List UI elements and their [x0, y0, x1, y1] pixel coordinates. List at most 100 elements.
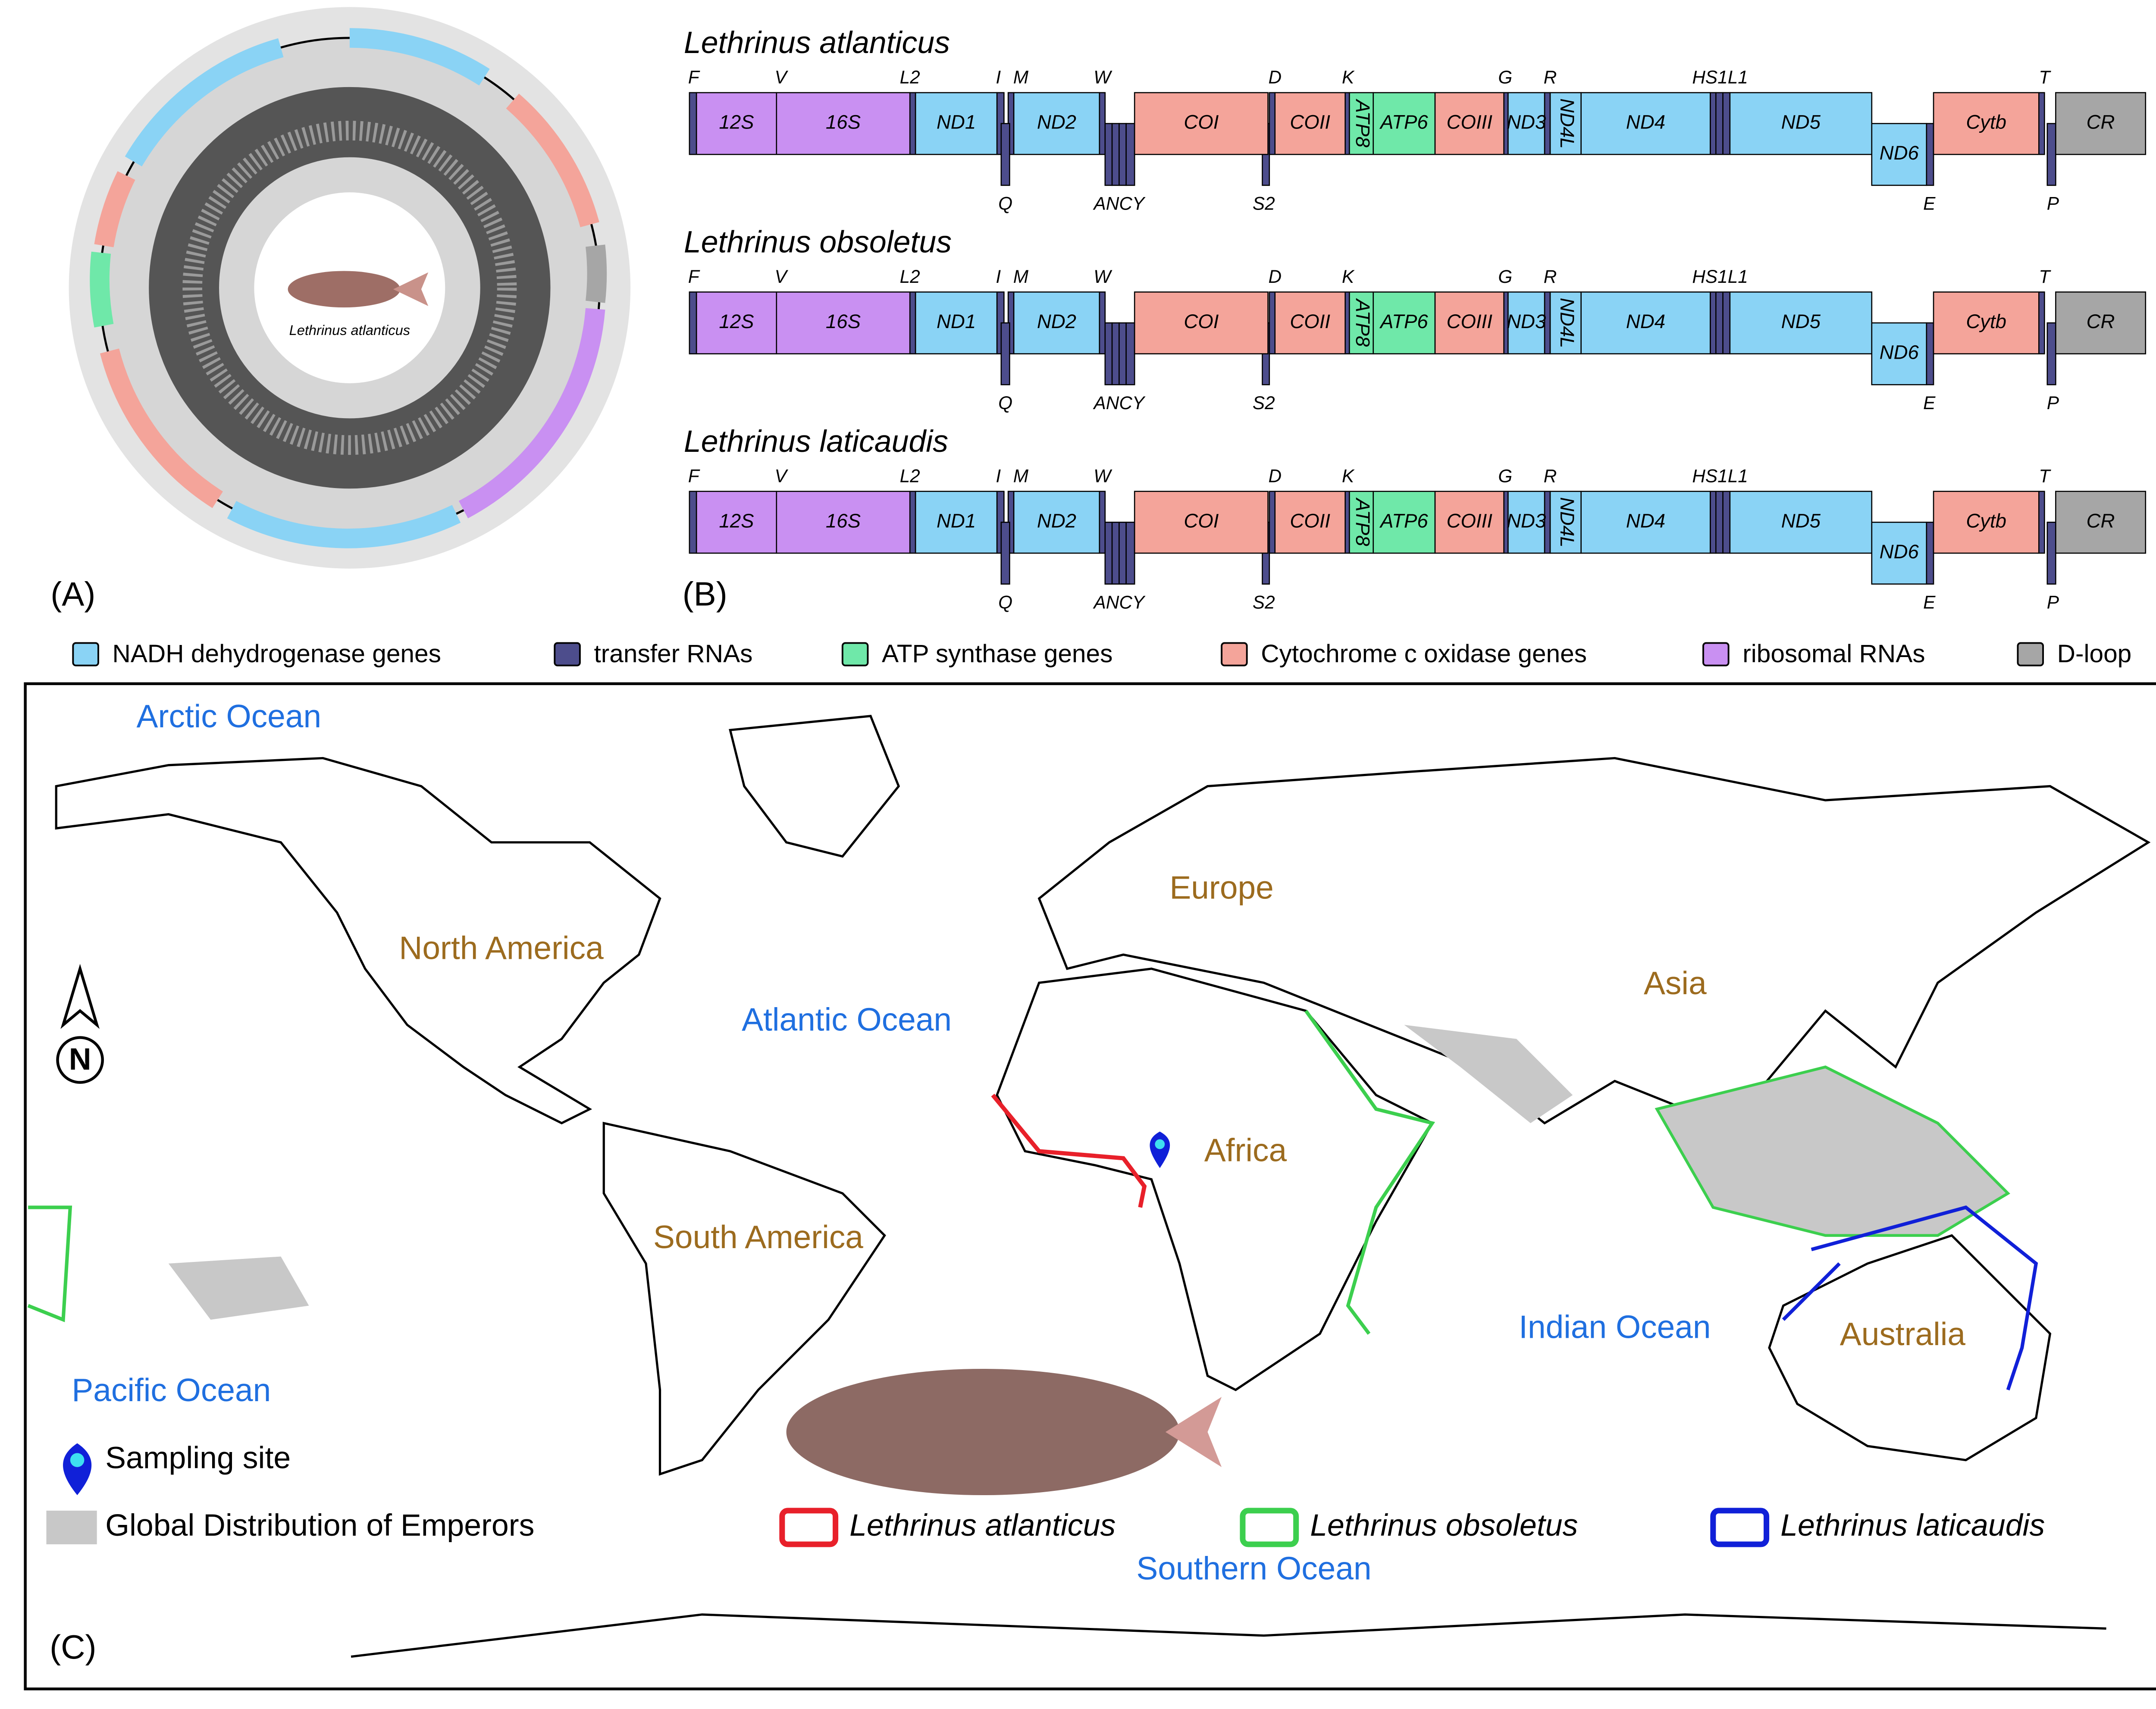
gene-map: Lethrinus obsoletus 12S 16S ND1 ND2 COI COII AT…: [684, 225, 2147, 413]
gene-label: ND6: [1880, 341, 1919, 363]
legend-label: Lethrinus obsoletus: [1310, 1508, 1578, 1543]
trna-label: W: [1094, 466, 1112, 486]
trna-label: ANCY: [1093, 592, 1146, 612]
arc-coiii: [94, 171, 135, 247]
gene-label: ND1: [937, 111, 976, 133]
gene: [1013, 491, 1100, 554]
gene: [1373, 92, 1436, 155]
map-label: Atlantic Ocean: [742, 1001, 952, 1037]
gene: [1871, 123, 1927, 186]
gene-label: CR: [2087, 510, 2115, 532]
gene: [776, 491, 911, 554]
gene-label: COI: [1184, 111, 1219, 133]
trna-label: R: [1544, 67, 1557, 88]
legend-label: ribosomal RNAs: [1742, 640, 1925, 668]
gene-label: ND5: [1781, 510, 1821, 532]
map-label: Indian Ocean: [1519, 1309, 1711, 1345]
gene-label: ND1: [937, 510, 976, 532]
species-name: Lethrinus laticaudis: [684, 424, 948, 459]
trna-label: D: [1269, 466, 1282, 486]
gene-label: 16S: [826, 310, 861, 332]
trna: [1125, 322, 1135, 385]
legend-swatch: [72, 642, 99, 667]
gene-label: ND3: [1507, 510, 1546, 532]
gene-label: 12S: [719, 111, 754, 133]
trna-label: R: [1544, 466, 1557, 486]
legend-swatch: [1702, 642, 1730, 667]
gene: [1274, 491, 1346, 554]
trna: [1709, 92, 1717, 155]
panel-label: (B): [683, 575, 727, 613]
trna: [1709, 291, 1717, 354]
legend-label: Lethrinus laticaudis: [1780, 1508, 2045, 1543]
trna-label: M: [1013, 466, 1029, 486]
gene-label: ND5: [1781, 310, 1821, 332]
trna-label: R: [1544, 266, 1557, 287]
gene-label: ATP8: [1352, 497, 1374, 546]
gene-label: ND3: [1507, 111, 1546, 133]
arc-dloop: [586, 244, 607, 303]
gene-label: COII: [1290, 310, 1330, 332]
compass-label: N: [69, 1042, 91, 1077]
trna-label: S2: [1253, 194, 1275, 214]
trna: [1269, 291, 1276, 354]
trna-label: S2: [1253, 393, 1275, 413]
map-label: Africa: [1204, 1132, 1287, 1168]
center-label: Lethrinus atlanticus: [289, 322, 410, 338]
trna-label: D: [1269, 266, 1282, 287]
trna-label: K: [1342, 266, 1355, 287]
trna-label: I: [996, 67, 1001, 88]
legend-label: D-loop: [2057, 640, 2132, 668]
gene: [1434, 491, 1504, 554]
gc-skew: [182, 121, 517, 455]
arc-nd: [349, 28, 490, 86]
trna-label: W: [1094, 266, 1112, 287]
legend-swatch: [46, 1510, 97, 1545]
trna-label: W: [1094, 67, 1112, 88]
gene-label: Cytb: [1966, 310, 2006, 332]
trna: [1722, 491, 1731, 554]
trna-label: L2: [900, 466, 920, 486]
trna: [2038, 92, 2045, 155]
gene-label: ATP6: [1379, 310, 1428, 332]
trna: [1000, 123, 1010, 186]
gene: [1933, 291, 2040, 354]
gene-label: CR: [2087, 310, 2115, 332]
trna-label: E: [1923, 393, 1936, 413]
trna: [1119, 522, 1127, 585]
trna: [1269, 92, 1276, 155]
gene-label: ND6: [1880, 541, 1919, 563]
trna: [1099, 491, 1106, 554]
trna-label: P: [2047, 393, 2059, 413]
gene-label: ND3: [1507, 310, 1546, 332]
gray-india: [1404, 1025, 1573, 1124]
trna: [1715, 491, 1724, 554]
legend-swatch: [1221, 642, 1248, 667]
trna: [1000, 322, 1010, 385]
gene: [776, 291, 911, 354]
trna: [1344, 92, 1350, 155]
blue-australia: [1782, 1205, 2038, 1391]
trna: [2038, 291, 2045, 354]
species-name: Lethrinus atlanticus: [684, 25, 950, 60]
arc-nd1-2: [227, 501, 461, 548]
gene-label: ND4: [1626, 510, 1665, 532]
arc-atp: [90, 251, 114, 328]
gene: [1580, 291, 1711, 354]
legend-pin: [63, 1443, 92, 1496]
trna: [1119, 322, 1127, 385]
trna-label: T: [2039, 67, 2051, 88]
legend-label: transfer RNAs: [594, 640, 752, 668]
trna: [1344, 291, 1350, 354]
gene: [1549, 92, 1582, 155]
gene: [2055, 491, 2147, 554]
map-label: Europe: [1169, 869, 1273, 905]
trna-label: M: [1013, 266, 1029, 287]
trna: [1104, 322, 1113, 385]
gene-label: ATP6: [1379, 111, 1428, 133]
trna-label: G: [1498, 266, 1512, 287]
gene: [1349, 92, 1374, 155]
trna-label: V: [774, 266, 788, 287]
green-pacific: [27, 1205, 72, 1322]
gene-label: ND4: [1626, 310, 1665, 332]
